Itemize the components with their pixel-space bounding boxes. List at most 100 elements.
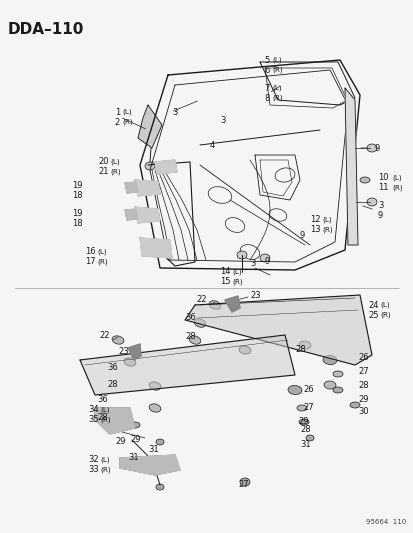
Ellipse shape [296, 405, 306, 411]
Ellipse shape [189, 336, 200, 344]
Polygon shape [224, 296, 240, 312]
Text: 30: 30 [357, 408, 368, 416]
Text: (L): (L) [100, 407, 109, 413]
Text: 5: 5 [264, 55, 269, 64]
Text: 20: 20 [98, 157, 108, 166]
Ellipse shape [194, 319, 205, 327]
Text: (L): (L) [231, 269, 241, 275]
Text: 28: 28 [97, 414, 108, 423]
Text: (R): (R) [231, 279, 242, 285]
Text: 22: 22 [196, 295, 206, 304]
Text: 1: 1 [114, 108, 120, 117]
Ellipse shape [112, 336, 123, 344]
Text: 35: 35 [88, 416, 98, 424]
Text: 31: 31 [147, 446, 158, 455]
Ellipse shape [149, 382, 161, 390]
Text: (L): (L) [271, 85, 281, 91]
Text: 36: 36 [185, 313, 195, 322]
Text: (R): (R) [271, 67, 282, 73]
Text: 3: 3 [219, 116, 225, 125]
Ellipse shape [238, 346, 250, 354]
Text: 18: 18 [72, 191, 83, 200]
Ellipse shape [147, 245, 156, 251]
Polygon shape [140, 238, 171, 258]
Polygon shape [80, 335, 294, 395]
Text: 8: 8 [264, 93, 269, 102]
Ellipse shape [156, 484, 164, 490]
Text: 26: 26 [302, 385, 313, 394]
Ellipse shape [138, 185, 146, 191]
Text: 33: 33 [88, 465, 99, 474]
Text: 36: 36 [107, 364, 118, 373]
Text: 95664  110: 95664 110 [365, 519, 405, 525]
Ellipse shape [145, 162, 154, 170]
Polygon shape [138, 105, 161, 148]
Text: 26: 26 [357, 353, 368, 362]
Polygon shape [120, 455, 180, 475]
Ellipse shape [298, 341, 310, 349]
Polygon shape [125, 182, 138, 193]
Text: 23: 23 [118, 348, 128, 357]
Text: 11: 11 [377, 183, 387, 192]
Ellipse shape [322, 356, 336, 365]
Ellipse shape [149, 212, 157, 218]
Text: (L): (L) [321, 217, 331, 223]
Text: (R): (R) [391, 185, 402, 191]
Polygon shape [135, 207, 159, 223]
Ellipse shape [149, 404, 161, 412]
Text: (L): (L) [379, 302, 389, 308]
Text: (R): (R) [110, 169, 120, 175]
Polygon shape [344, 88, 357, 245]
Text: (L): (L) [271, 56, 281, 63]
Polygon shape [135, 180, 159, 196]
Text: 15: 15 [219, 278, 230, 287]
Text: (R): (R) [379, 312, 390, 318]
Text: 9: 9 [377, 211, 382, 220]
Text: (L): (L) [97, 249, 107, 255]
Text: 19: 19 [72, 182, 82, 190]
Text: 16: 16 [85, 247, 95, 256]
Text: (L): (L) [391, 175, 401, 181]
Text: (L): (L) [100, 457, 109, 463]
Text: 29: 29 [357, 395, 368, 405]
Text: 9: 9 [264, 257, 270, 266]
Text: 23: 23 [249, 292, 260, 301]
Text: 2: 2 [114, 117, 120, 126]
Text: (L): (L) [122, 109, 131, 115]
Polygon shape [95, 408, 135, 434]
Text: 27: 27 [237, 481, 248, 489]
Text: DDA–110: DDA–110 [8, 22, 84, 37]
Text: 3: 3 [249, 259, 255, 268]
Ellipse shape [366, 198, 376, 206]
Text: 29: 29 [297, 417, 308, 426]
Polygon shape [185, 295, 371, 365]
Text: 28: 28 [294, 345, 305, 354]
Text: 9: 9 [374, 143, 379, 152]
Ellipse shape [236, 251, 247, 259]
Text: 27: 27 [302, 403, 313, 413]
Ellipse shape [305, 435, 313, 441]
Ellipse shape [366, 144, 376, 152]
Text: (R): (R) [97, 259, 107, 265]
Text: 28: 28 [107, 381, 118, 390]
Ellipse shape [259, 254, 269, 262]
Text: 7: 7 [264, 84, 269, 93]
Text: 21: 21 [98, 167, 108, 176]
Text: 22: 22 [99, 332, 110, 341]
Ellipse shape [287, 385, 301, 394]
Ellipse shape [332, 387, 342, 393]
Text: (R): (R) [100, 417, 110, 423]
Text: 24: 24 [367, 301, 377, 310]
Text: 3: 3 [171, 108, 177, 117]
Text: 28: 28 [357, 382, 368, 391]
Text: 19: 19 [72, 208, 82, 217]
Polygon shape [128, 344, 141, 360]
Text: 6: 6 [264, 66, 269, 75]
Text: 18: 18 [72, 219, 83, 228]
Text: 31: 31 [299, 440, 310, 449]
Text: 25: 25 [367, 311, 377, 319]
Text: (R): (R) [321, 227, 332, 233]
Text: 36: 36 [97, 395, 108, 405]
Ellipse shape [332, 371, 342, 377]
Text: 29: 29 [115, 438, 125, 447]
